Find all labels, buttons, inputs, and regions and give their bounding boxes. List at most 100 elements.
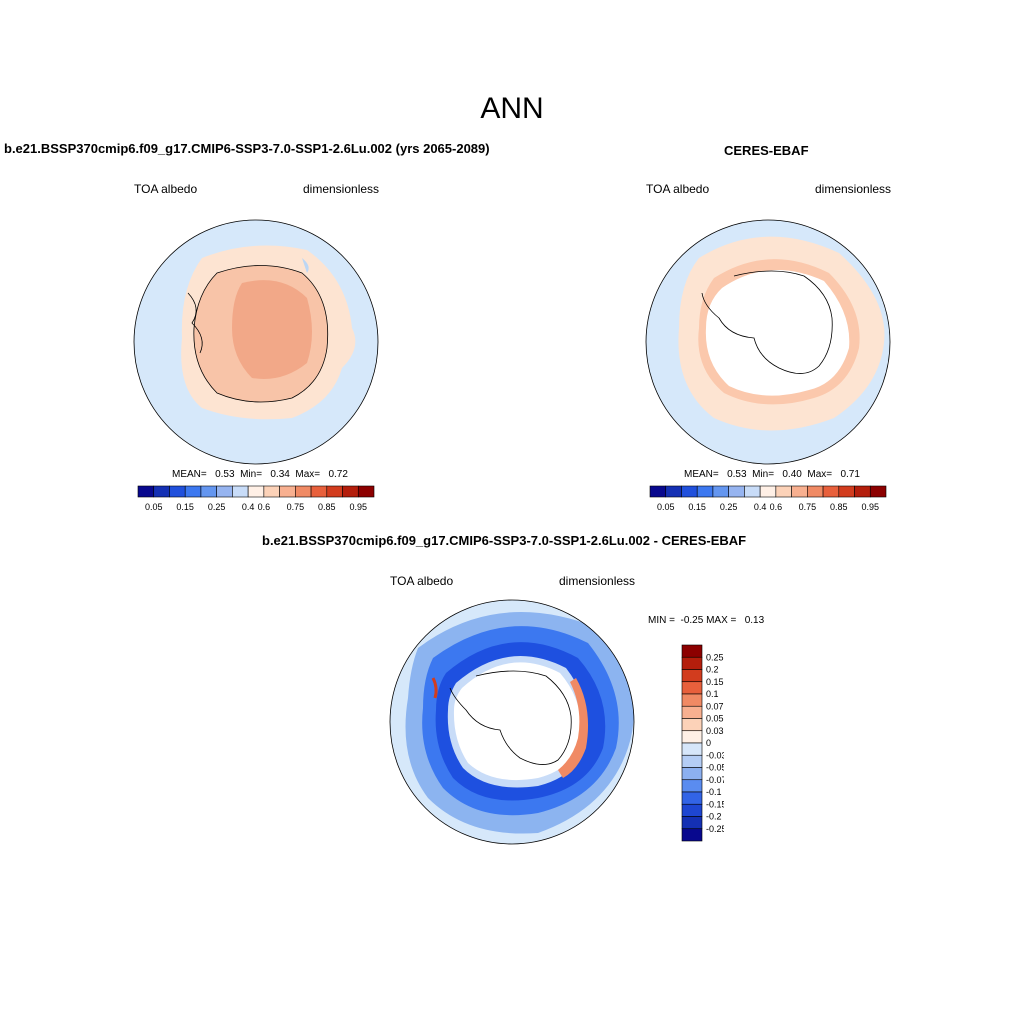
colorbar-swatch	[681, 718, 703, 732]
colorbar-tick-label: 0.4	[754, 502, 767, 512]
panel3-peninsula-spot	[431, 677, 438, 699]
colorbar-tick-label: 0.25	[720, 502, 738, 512]
panel3-colorbar: 0.25 0.2 0.15 0.1 0.07 0.05 0.03 0 -0.03 -0.05 -0.…	[681, 644, 724, 842]
panel2-right-label: dimensionless	[815, 182, 892, 196]
colorbar-swatch	[184, 485, 202, 498]
colorbar-swatch	[681, 681, 703, 695]
colorbar-tick-label: 0.15	[176, 502, 194, 512]
colorbar-swatch	[681, 644, 703, 658]
colorbar-swatch	[216, 485, 233, 498]
panel1-right-label: dimensionless	[303, 182, 380, 196]
panel1-stats: MEAN= 0.53 Min= 0.34 Max= 0.72	[172, 469, 348, 480]
colorbar-swatch	[822, 485, 840, 498]
colorbar-swatch	[696, 485, 714, 498]
colorbar-swatch	[153, 485, 170, 498]
colorbar-tick-label: 0.75	[287, 502, 305, 512]
panel3-ice	[453, 662, 582, 781]
colorbar-swatch	[681, 669, 703, 683]
colorbar-tick-label: -0.25	[706, 824, 724, 834]
panel2-left-label: TOA albedo	[646, 182, 710, 196]
colorbar-tick-label: 0.05	[657, 502, 675, 512]
colorbar-tick-label: 0.25	[208, 502, 226, 512]
colorbar-tick-label: 0.25	[706, 652, 724, 662]
colorbar-swatch	[681, 742, 703, 756]
panel1-border	[133, 219, 379, 465]
colorbar-swatch	[649, 485, 667, 498]
colorbar-tick-label: -0.2	[706, 812, 722, 822]
panel2-stats: MEAN= 0.53 Min= 0.40 Max= 0.71	[684, 469, 860, 480]
panel3-positive-band	[558, 678, 589, 778]
panel3-coastline	[449, 670, 572, 765]
panel1-interior	[232, 280, 312, 379]
colorbar-swatch	[310, 485, 328, 498]
colorbar-swatch	[791, 485, 808, 498]
colorbar-swatch	[681, 816, 703, 830]
panel2-coastline	[701, 270, 833, 374]
colorbar-tick-label: -0.05	[706, 763, 724, 773]
colorbar-swatch	[342, 485, 359, 498]
panel3-stats: MIN = -0.25 MAX = 0.13	[648, 615, 765, 626]
panel1-patch	[302, 258, 309, 273]
colorbar-tick-label: 0.03	[706, 726, 724, 736]
colorbar-tick-label: 0.07	[706, 701, 724, 711]
panel1-colorbar: 0.05 0.15 0.25 0.4 0.6 0.75 0.85 0.95	[137, 485, 375, 512]
colorbar-swatch	[681, 803, 703, 817]
panel2-colorbar: 0.05 0.15 0.25 0.4 0.6 0.75 0.85 0.95	[649, 485, 887, 512]
panel3-border	[389, 599, 635, 845]
panel3-map	[389, 599, 635, 845]
colorbar-tick-label: -0.03	[706, 750, 724, 760]
panel2-map	[645, 219, 891, 465]
colorbar-swatch	[232, 485, 249, 498]
colorbar-tick-label: 0.95	[350, 502, 368, 512]
colorbar-swatch	[326, 485, 343, 498]
panel2-title: CERES-EBAF	[724, 143, 809, 158]
colorbar-tick-label: 0.85	[830, 502, 848, 512]
colorbar-tick-label: 0.15	[706, 677, 724, 687]
colorbar-tick-label: 0.1	[706, 689, 719, 699]
panel1-title: b.e21.BSSP370cmip6.f09_g17.CMIP6-SSP3-7.…	[4, 141, 490, 156]
colorbar-tick-label: 0.05	[145, 502, 163, 512]
colorbar-swatch	[681, 828, 703, 842]
colorbar-swatch	[263, 485, 280, 498]
colorbar-swatch	[854, 485, 871, 498]
colorbar-tick-label: 0.4	[242, 502, 255, 512]
colorbar-tick-label: 0.85	[318, 502, 336, 512]
colorbar-swatch	[759, 485, 777, 498]
colorbar-swatch	[279, 485, 296, 498]
colorbar-tick-label: 0.95	[862, 502, 880, 512]
colorbar-swatch	[775, 485, 792, 498]
panel3-left-label: TOA albedo	[390, 574, 454, 588]
colorbar-swatch	[681, 705, 703, 719]
colorbar-swatch	[295, 485, 312, 498]
colorbar-swatch	[681, 730, 703, 744]
colorbar-swatch	[681, 485, 698, 498]
colorbar-swatch	[137, 485, 155, 498]
colorbar-tick-label: 0.05	[706, 714, 724, 724]
panel2-border	[645, 219, 891, 465]
colorbar-swatch	[200, 485, 217, 498]
colorbar-swatch	[838, 485, 855, 498]
colorbar-swatch	[681, 779, 703, 793]
colorbar-swatch	[681, 693, 703, 707]
colorbar-swatch	[357, 485, 375, 498]
colorbar-swatch	[247, 485, 265, 498]
panel1-peninsula	[187, 292, 203, 354]
panel3-right-label: dimensionless	[559, 574, 636, 588]
colorbar-swatch	[744, 485, 761, 498]
colorbar-swatch	[681, 656, 703, 670]
panel1-left-label: TOA albedo	[134, 182, 198, 196]
panel1-map	[133, 219, 379, 465]
colorbar-tick-label: 0.6	[770, 502, 783, 512]
colorbar-swatch	[681, 767, 703, 781]
colorbar-swatch	[169, 485, 186, 498]
colorbar-swatch	[728, 485, 745, 498]
colorbar-tick-label: 0.2	[706, 665, 719, 675]
colorbar-tick-label: 0.75	[799, 502, 817, 512]
colorbar-swatch	[807, 485, 824, 498]
colorbar-swatch	[712, 485, 729, 498]
colorbar-tick-label: 0	[706, 738, 711, 748]
colorbar-tick-label: -0.07	[706, 775, 724, 785]
colorbar-tick-label: -0.15	[706, 799, 724, 809]
figure-title: ANN	[480, 92, 544, 125]
colorbar-swatch	[869, 485, 887, 498]
